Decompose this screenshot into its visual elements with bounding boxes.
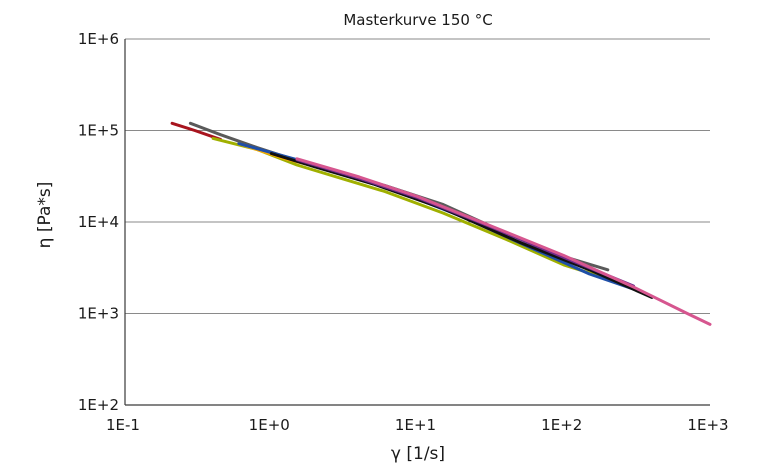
series-line-3 [211,136,610,281]
series-line-1 [170,121,222,141]
series-line-8 [295,157,712,326]
y-tick-label: 1E+2 [78,396,119,414]
x-tick-label: 1E+3 [687,416,728,434]
y-tick-label: 1E+6 [78,30,119,48]
x-tick-label: 1E-1 [106,416,140,434]
x-tick-label: 1E+1 [395,416,436,434]
gridlines [125,38,710,314]
x-tick-label: 1E+0 [249,416,290,434]
y-tick-label: 1E+5 [78,122,119,140]
x-tick-label: 1E+2 [541,416,582,434]
series-group [170,121,712,326]
chart-title: Masterkurve 150 °C [343,11,492,29]
y-axis-title: η [Pa*s] [35,182,55,249]
y-tick-labels: 1E+2 1E+3 1E+4 1E+5 1E+6 [78,30,119,414]
y-tick-label: 1E+3 [78,305,119,323]
axes [124,39,710,406]
y-tick-label: 1E+4 [78,213,119,231]
x-tick-labels: 1E-1 1E+0 1E+1 1E+2 1E+3 [106,416,729,434]
x-axis-title: γ [1/s] [391,444,445,464]
